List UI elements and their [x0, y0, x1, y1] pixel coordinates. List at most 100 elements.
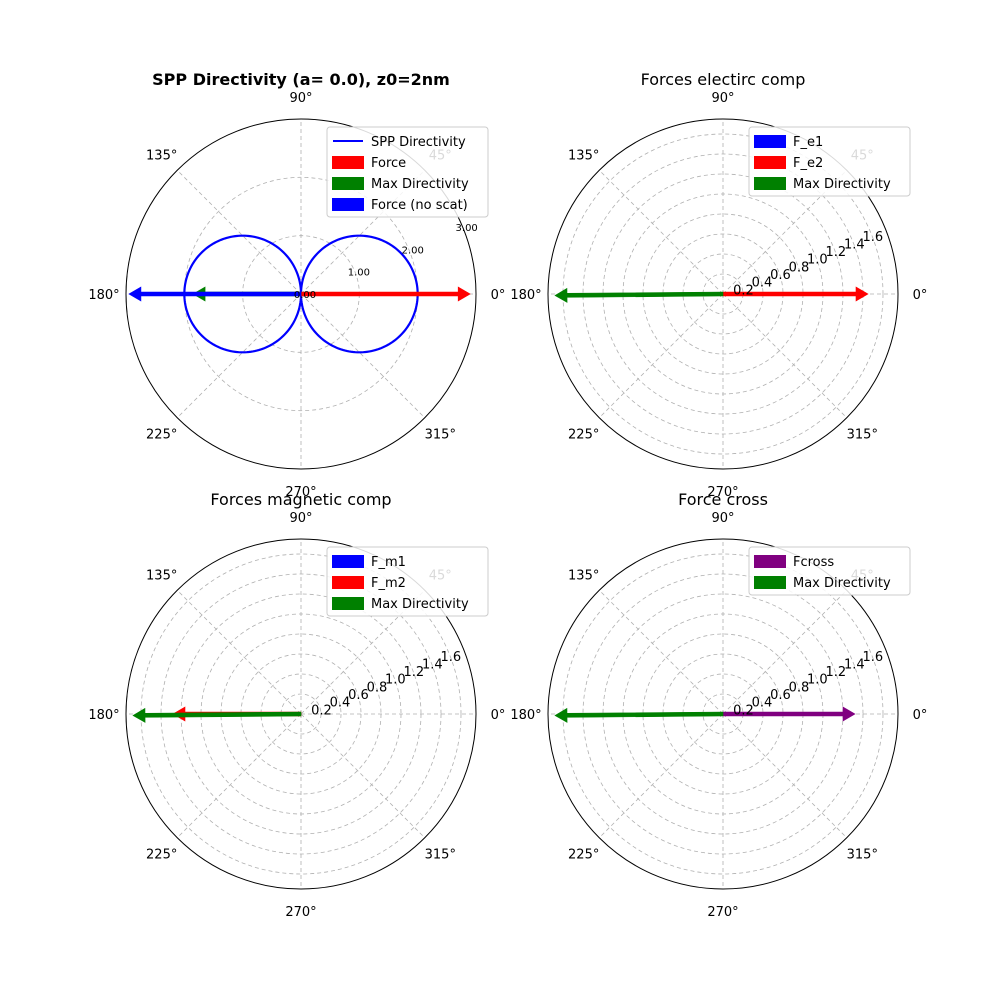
angle-tick-label: 0° — [491, 288, 506, 303]
radial-tick-label: 0.8 — [789, 680, 810, 695]
grid-ring — [582, 573, 864, 855]
radial-tick-label: 1.6 — [862, 230, 883, 245]
angle-tick-label: 315° — [425, 847, 456, 862]
angle-tick-label: 225° — [568, 427, 599, 442]
radial-tick-label: 1.4 — [422, 657, 443, 672]
legend-swatch — [332, 198, 364, 211]
radial-tick-label: 1.4 — [844, 237, 865, 252]
radial-tick-label: 0.6 — [770, 268, 791, 283]
grid-ring — [240, 653, 362, 775]
radial-tick-label: 1.2 — [404, 665, 425, 680]
grid-ring — [180, 593, 422, 835]
radial-tick-label: 1.0 — [385, 673, 406, 688]
legend-entry-label: Max Directivity — [371, 597, 469, 612]
angle-tick-label: 315° — [847, 847, 878, 862]
angle-tick-label: 180° — [88, 288, 119, 303]
legend-swatch — [332, 576, 364, 589]
legend-swatch — [332, 555, 364, 568]
legend-swatch — [754, 555, 786, 568]
radial-tick-label: 0.6 — [348, 688, 369, 703]
polar-panel-3: Forces magnetic comp0°45°90°135°180°225°… — [88, 490, 505, 920]
radial-tick-label: 0.6 — [770, 688, 791, 703]
radial-tick-label: 0.8 — [367, 680, 388, 695]
legend-entry-label: F_m1 — [371, 555, 406, 570]
polar-panel-1: SPP Directivity (a= 0.0), z0=2nm0°45°90°… — [88, 70, 505, 500]
angle-tick-label: 270° — [707, 905, 738, 920]
legend-swatch — [332, 597, 364, 610]
angle-tick-label: 315° — [425, 427, 456, 442]
grid-spoke — [722, 169, 848, 295]
grid-ring — [562, 133, 884, 455]
radial-tick-label: 0.2 — [733, 703, 754, 718]
radial-tick-label: 0.4 — [752, 696, 773, 711]
angle-tick-label: 225° — [146, 847, 177, 862]
grid-ring — [220, 633, 382, 795]
legend-entry-label: Max Directivity — [371, 177, 469, 192]
chart-title: Forces electirc comp — [641, 70, 806, 89]
legend-frame — [748, 546, 911, 596]
legend-entry-label: Fcross — [793, 555, 834, 570]
grid-ring — [562, 553, 884, 875]
legend-swatch — [754, 156, 786, 169]
radial-tick-label: 0.4 — [752, 276, 773, 291]
grid-spoke — [176, 589, 302, 715]
legend-swatch — [754, 135, 786, 148]
grid-spoke — [598, 589, 724, 715]
polar-panel-4: Force cross0°45°90°135°180°225°270°315°0… — [510, 490, 927, 920]
radial-tick-label: 0.4 — [330, 696, 351, 711]
angle-tick-label: 270° — [285, 485, 316, 500]
legend-swatch — [754, 576, 786, 589]
grid-ring — [140, 553, 462, 875]
grid-spoke — [598, 169, 724, 295]
grid-spoke — [722, 589, 848, 715]
angle-tick-label: 90° — [289, 91, 312, 106]
angle-tick-label: 0° — [913, 708, 928, 723]
radial-tick-label: 1.0 — [807, 253, 828, 268]
legend-frame — [748, 126, 911, 197]
grid-spoke — [300, 589, 426, 715]
legend-entry-label: F_e2 — [793, 156, 823, 171]
radial-tick-label: 0.00 — [294, 290, 316, 301]
angle-tick-label: 270° — [707, 485, 738, 500]
angle-tick-label: 90° — [711, 511, 734, 526]
legend: Fcross Max Directivity — [748, 546, 911, 596]
angle-tick-label: 225° — [568, 847, 599, 862]
arrow-force-no-scat- — [128, 286, 302, 302]
angle-tick-label: 135° — [146, 569, 177, 584]
grid-ring — [260, 673, 342, 755]
angle-tick-label: 0° — [491, 708, 506, 723]
angle-tick-label: 225° — [146, 427, 177, 442]
radial-tick-label: 1.00 — [348, 268, 370, 279]
radial-tick-label: 1.0 — [807, 673, 828, 688]
legend-swatch — [332, 156, 364, 169]
radial-tick-label: 0.8 — [789, 260, 810, 275]
angle-tick-label: 135° — [568, 569, 599, 584]
radial-tick-label: 2.00 — [402, 245, 424, 256]
grid-spoke — [598, 713, 724, 839]
angle-tick-label: 0° — [913, 288, 928, 303]
radial-tick-label: 3.00 — [456, 223, 478, 234]
grid-spoke — [300, 293, 426, 419]
angle-tick-label: 135° — [146, 149, 177, 164]
polar-frame — [125, 538, 477, 890]
angle-tick-label: 180° — [510, 288, 541, 303]
polar-panel-2: Forces electirc comp0°45°90°135°180°225°… — [510, 70, 927, 500]
arrow-max-directivity — [554, 707, 724, 723]
radial-tick-label: 1.6 — [862, 650, 883, 665]
legend-swatch — [332, 177, 364, 190]
radial-tick-label: 1.2 — [826, 245, 847, 260]
grid-spoke — [722, 293, 848, 419]
angle-tick-label: 180° — [88, 708, 119, 723]
angle-tick-label: 90° — [289, 511, 312, 526]
legend: F_m1 F_m2 Max Directivity — [326, 546, 489, 617]
polar-frame — [547, 538, 899, 890]
legend: SPP Directivity Force Max Directivity Force… — [326, 126, 489, 218]
legend-entry-label: F_e1 — [793, 135, 823, 150]
legend-entry-label: F_m2 — [371, 576, 406, 591]
radial-tick-label: 1.4 — [844, 657, 865, 672]
grid-spoke — [176, 293, 302, 419]
chart-title: Forces magnetic comp — [210, 490, 391, 509]
legend-entry-label: Force (no scat) — [371, 198, 468, 213]
grid-spoke — [598, 293, 724, 419]
